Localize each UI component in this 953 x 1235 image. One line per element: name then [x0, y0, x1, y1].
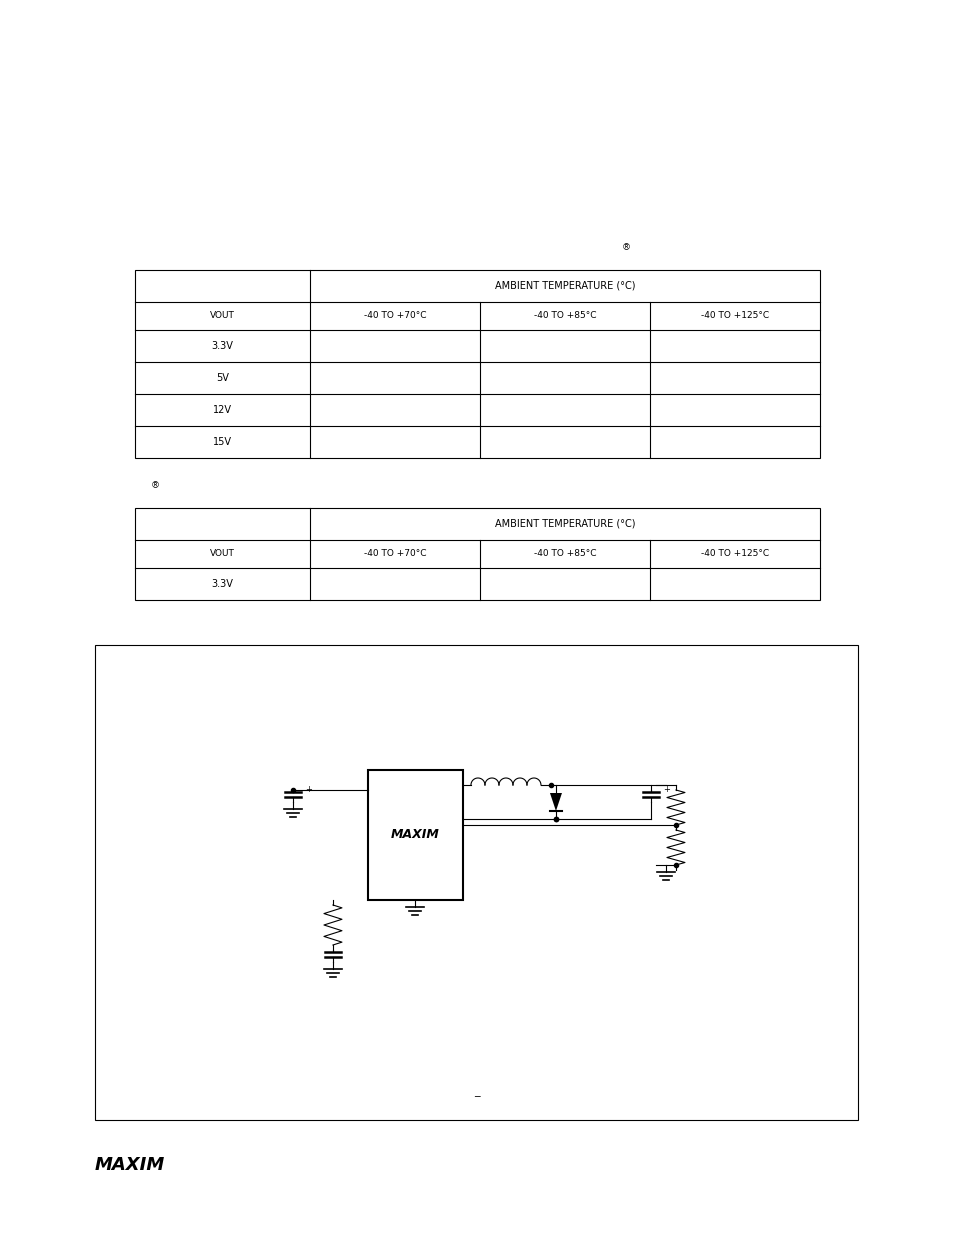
Text: VOUT: VOUT: [210, 550, 234, 558]
Text: 3.3V: 3.3V: [212, 579, 233, 589]
Text: -40 TO +70°C: -40 TO +70°C: [363, 311, 426, 321]
Text: MAXIM: MAXIM: [95, 1156, 165, 1174]
Text: 12V: 12V: [213, 405, 232, 415]
Text: -40 TO +70°C: -40 TO +70°C: [363, 550, 426, 558]
Text: 3.3V: 3.3V: [212, 341, 233, 351]
Text: _: _: [474, 1087, 478, 1097]
Text: -40 TO +125°C: -40 TO +125°C: [700, 550, 768, 558]
Bar: [368, 769, 462, 900]
Text: ®: ®: [621, 243, 630, 252]
Text: MAXIM: MAXIM: [391, 829, 439, 841]
Text: ®: ®: [151, 482, 159, 490]
Text: 15V: 15V: [213, 437, 232, 447]
Text: 5V: 5V: [215, 373, 229, 383]
Text: -40 TO +85°C: -40 TO +85°C: [533, 550, 596, 558]
Bar: [95, 645, 857, 1120]
Text: +: +: [662, 785, 669, 794]
Bar: [135, 270, 820, 458]
Text: -40 TO +125°C: -40 TO +125°C: [700, 311, 768, 321]
Text: AMBIENT TEMPERATURE (°C): AMBIENT TEMPERATURE (°C): [495, 282, 635, 291]
Text: AMBIENT TEMPERATURE (°C): AMBIENT TEMPERATURE (°C): [495, 519, 635, 529]
Text: VOUT: VOUT: [210, 311, 234, 321]
Text: -40 TO +85°C: -40 TO +85°C: [533, 311, 596, 321]
Bar: [135, 508, 820, 600]
Polygon shape: [549, 793, 561, 811]
Text: +: +: [305, 785, 312, 794]
